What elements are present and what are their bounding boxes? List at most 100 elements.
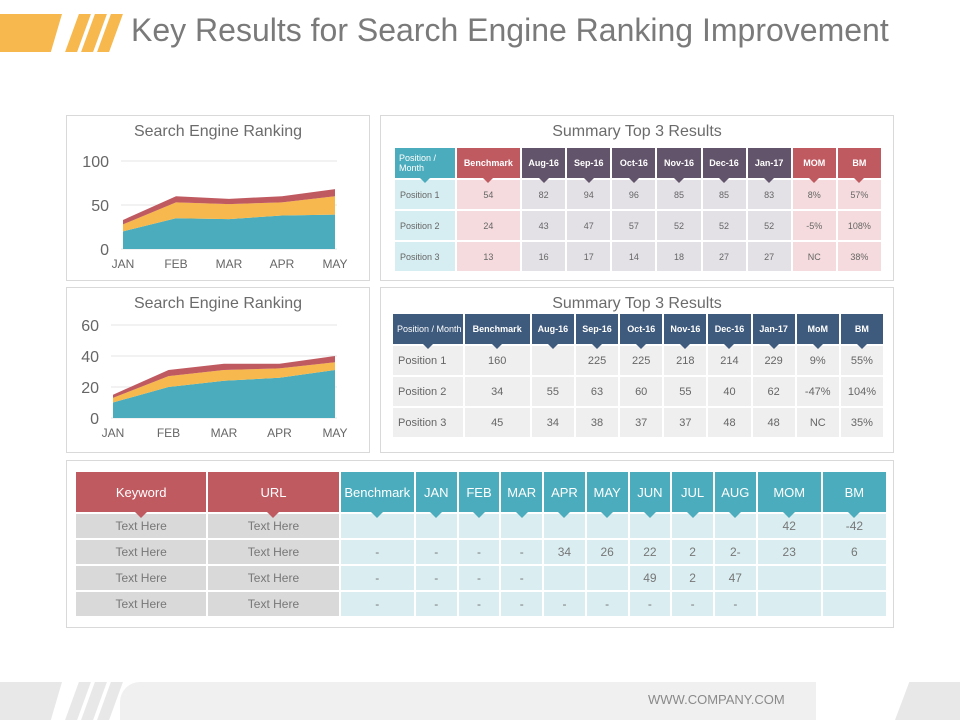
table-cell: 2- xyxy=(714,540,756,564)
table-cell: 14 xyxy=(612,242,656,271)
summary-table-2: Position / Month Benchmark Aug-16 Sep-16 Oct… xyxy=(391,312,885,439)
table-cell: 48 xyxy=(752,408,795,437)
chart-panel-1: Search Engine Ranking 100 50 0 JAN FEB MAR APR… xyxy=(66,115,370,281)
footer-corner xyxy=(895,682,960,720)
table-cell: 42 xyxy=(757,514,821,538)
table-cell: 27 xyxy=(747,242,791,271)
table-cell: - xyxy=(340,566,414,590)
table-cell: 40 xyxy=(708,377,751,406)
col-header: URL xyxy=(208,472,339,518)
col-header: BM xyxy=(822,472,886,518)
table-cell: 54 xyxy=(456,180,521,209)
table-cell: - xyxy=(714,592,756,616)
table-cell: 38 xyxy=(575,408,619,437)
header-pointer xyxy=(856,344,867,349)
x-tick-label: JAN xyxy=(102,426,125,440)
header-pointer xyxy=(371,512,384,518)
header-pointer xyxy=(135,512,148,518)
chart-title: Search Engine Ranking xyxy=(133,123,303,140)
x-tick-label: FEB xyxy=(164,257,187,271)
y-tick-label: 60 xyxy=(81,318,99,335)
table-cell: 108% xyxy=(837,211,881,240)
header-pointer xyxy=(422,344,433,349)
table-cell: 45 xyxy=(464,408,530,437)
col-header: Jan-17 xyxy=(747,148,791,183)
header-pointer xyxy=(419,178,430,183)
table-cell: - xyxy=(544,592,585,616)
area-series-3 xyxy=(113,356,335,398)
table-cell: Text Here xyxy=(208,514,339,538)
area-series-1 xyxy=(123,214,335,249)
table-cell: 2 xyxy=(672,540,713,564)
table-cell: 225 xyxy=(620,346,663,375)
summary-table-1: Position / Month Benchmark Aug-16 Sep-16 Oct… xyxy=(393,146,883,273)
table-cell: Position 1 xyxy=(393,346,463,375)
table-cell: - xyxy=(672,592,713,616)
header-pointer xyxy=(636,344,647,349)
chart-panel-2: Search Engine Ranking 60 40 20 0 JAN FEB MAR AP… xyxy=(66,287,370,453)
col-header: Benchmark xyxy=(456,148,521,183)
header-pointer xyxy=(680,344,691,349)
table-cell: 218 xyxy=(664,346,707,375)
x-tick-label: APR xyxy=(267,426,292,440)
table-cell: -42 xyxy=(822,514,886,538)
table-cell: 22 xyxy=(629,540,671,564)
header-pointer xyxy=(601,512,614,518)
table-cell: 13 xyxy=(456,242,521,271)
table-cell: 24 xyxy=(456,211,521,240)
table-cell: 104% xyxy=(840,377,883,406)
table-cell: NC xyxy=(796,408,839,437)
table-cell: 9% xyxy=(796,346,839,375)
header-pointer xyxy=(547,344,558,349)
table-row: Position 1 54 82 94 96 85 85 83 8% 57% xyxy=(395,180,881,209)
header-accent-bar xyxy=(0,14,62,52)
area-series-2 xyxy=(123,196,335,232)
table-cell xyxy=(672,514,713,538)
table-row: Position 2 24 43 47 57 52 52 52 -5% 108% xyxy=(395,211,881,240)
table-cell: 52 xyxy=(747,211,791,240)
table-cell: Text Here xyxy=(76,514,207,538)
table-cell: 85 xyxy=(702,180,746,209)
table-cell: 52 xyxy=(702,211,746,240)
col-header: Aug-16 xyxy=(531,314,574,349)
table-cell: -47% xyxy=(796,377,839,406)
x-tick-label: APR xyxy=(270,257,295,271)
col-header: Oct-16 xyxy=(620,314,663,349)
col-header: Benchmark xyxy=(464,314,530,349)
table-cell: 37 xyxy=(664,408,707,437)
header-pointer xyxy=(768,344,779,349)
table-cell: 85 xyxy=(657,180,701,209)
table-cell: 34 xyxy=(544,540,585,564)
header-pointer xyxy=(812,344,823,349)
col-header: JAN xyxy=(415,472,457,518)
table-cell xyxy=(757,566,821,590)
col-header: JUL xyxy=(672,472,713,518)
table-row: Text Here Text Here - - - -34 26 22 2 2- 23 6 xyxy=(76,540,886,564)
table-cell: 48 xyxy=(708,408,751,437)
header-pointer xyxy=(724,344,735,349)
header-pointer xyxy=(673,178,684,183)
keyword-panel: Keyword URL Benchmark JAN FEB MAR APR MAY JUN JUL… xyxy=(66,460,894,628)
table-cell: 57% xyxy=(837,180,881,209)
header-pointer xyxy=(483,178,494,183)
footer-url: WWW.COMPANY.COM xyxy=(648,692,785,707)
col-header: Position / Month xyxy=(393,314,463,349)
table-cell: Text Here xyxy=(208,566,339,590)
header-pointer xyxy=(267,512,280,518)
table-cell: - xyxy=(458,540,500,564)
y-tick-label: 50 xyxy=(91,198,109,215)
table-cell: 214 xyxy=(708,346,751,375)
header-pointer xyxy=(515,512,528,518)
col-header: Oct-16 xyxy=(612,148,656,183)
table-cell: 35% xyxy=(840,408,883,437)
chart-title: Search Engine Ranking xyxy=(133,295,303,312)
table-cell xyxy=(757,592,821,616)
table-cell: Position 1 xyxy=(395,180,455,209)
table-cell xyxy=(586,566,628,590)
table-cell: Text Here xyxy=(76,566,207,590)
col-header: Aug-16 xyxy=(522,148,566,183)
table-cell: 52 xyxy=(657,211,701,240)
table-cell xyxy=(415,514,457,538)
table-row: Text Here Text Here - - - -49 2 47 xyxy=(76,566,886,590)
